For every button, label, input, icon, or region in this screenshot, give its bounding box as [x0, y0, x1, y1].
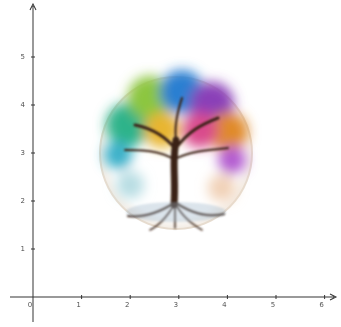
x-tick-label: 0	[28, 301, 32, 309]
y-tick-label: 3	[21, 149, 25, 157]
y-tick-label: 4	[21, 101, 26, 109]
y-tick-label: 2	[21, 197, 25, 205]
x-tick-label: 5	[271, 301, 275, 309]
y-tick-label: 1	[21, 245, 25, 253]
x-tick-label: 1	[76, 301, 80, 309]
x-tick-label: 6	[319, 301, 324, 309]
x-tick-label: 2	[125, 301, 129, 309]
y-tick-label: 5	[21, 53, 25, 61]
plane: 0 1 2 3 4 5 6 1 2 3 4 5	[0, 0, 341, 327]
page: {"x_axis": {"ticks": [0, 1, 2, 3, 4, 5, …	[0, 0, 341, 327]
x-tick-label: 3	[174, 301, 178, 309]
tree-image	[100, 70, 252, 230]
x-tick-label: 4	[222, 301, 227, 309]
